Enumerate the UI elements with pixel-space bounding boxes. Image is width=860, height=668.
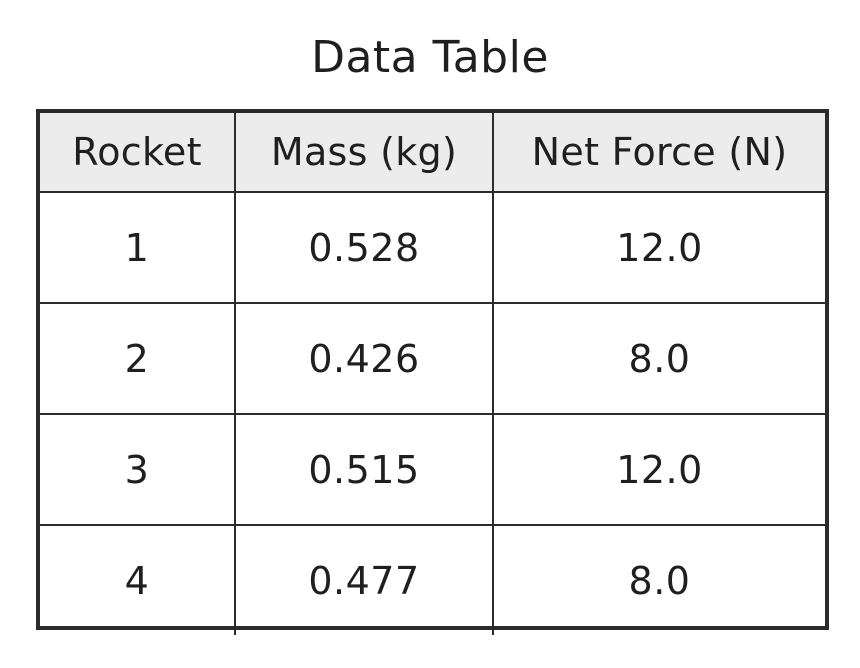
table-row: 2 0.426 8.0 [40,302,825,415]
table-row: 4 0.477 8.0 [40,524,825,635]
cell-rocket: 3 [40,413,236,526]
table-header-row: Rocket Mass (kg) Net Force (N) [40,113,825,193]
cell-rocket: 4 [40,524,236,635]
table-row: 1 0.528 12.0 [40,191,825,304]
data-table: Rocket Mass (kg) Net Force (N) 1 0.528 1… [40,113,825,635]
cell-net-force: 8.0 [492,302,825,415]
cell-net-force: 12.0 [492,191,825,304]
cell-rocket: 1 [40,191,236,304]
data-table-frame: Rocket Mass (kg) Net Force (N) 1 0.528 1… [36,109,829,635]
cell-mass: 0.477 [234,524,494,635]
header-mass: Mass (kg) [234,113,494,193]
header-net-force: Net Force (N) [492,113,825,193]
header-rocket: Rocket [40,113,236,193]
table-title: Data Table [311,32,549,83]
cell-net-force: 12.0 [492,413,825,526]
cell-mass: 0.426 [234,302,494,415]
cell-net-force: 8.0 [492,524,825,635]
cell-rocket: 2 [40,302,236,415]
cell-mass: 0.515 [234,413,494,526]
cell-mass: 0.528 [234,191,494,304]
table-row: 3 0.515 12.0 [40,413,825,526]
